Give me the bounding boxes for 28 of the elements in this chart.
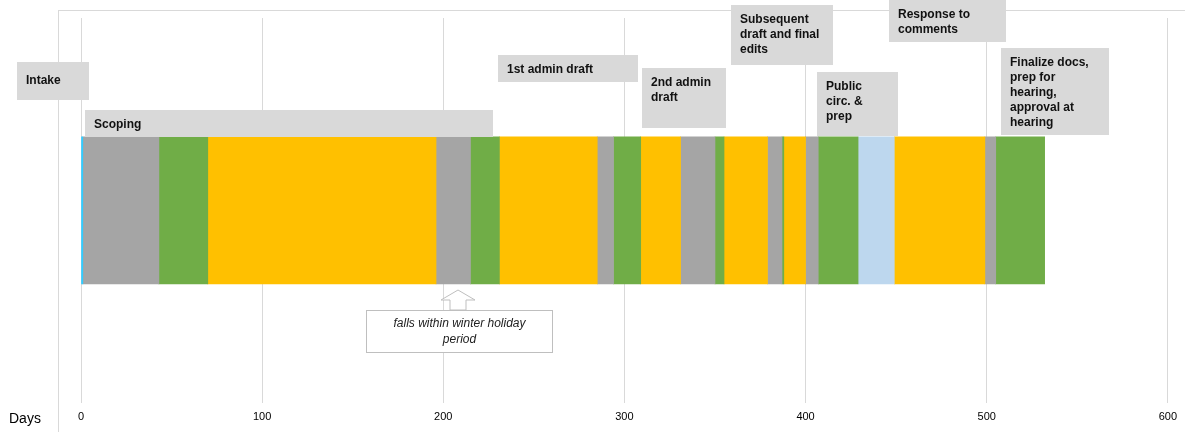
bar	[435, 136, 471, 285]
x-tick-label: 500	[977, 410, 996, 423]
bar	[714, 136, 725, 285]
bar	[723, 136, 768, 285]
x-tick-label: 400	[796, 410, 815, 423]
bar	[984, 136, 997, 285]
bar	[82, 136, 160, 285]
x-tick-label: 200	[434, 410, 453, 423]
bar	[893, 136, 986, 285]
bar	[817, 136, 859, 285]
bar	[596, 136, 614, 285]
bar	[158, 136, 209, 285]
bar	[470, 136, 500, 285]
x-tick-label: 0	[77, 410, 85, 423]
x-tick-label: 600	[1158, 410, 1177, 423]
x-tick-label: 100	[252, 410, 272, 423]
bar	[783, 136, 806, 285]
x-axis-title: Days	[9, 409, 41, 426]
bar	[995, 136, 1045, 285]
x-tick-label: 300	[615, 410, 634, 423]
bar	[207, 136, 437, 285]
bar	[640, 136, 681, 285]
bar	[680, 136, 716, 285]
bar	[805, 136, 819, 285]
bar	[767, 136, 783, 285]
bar	[613, 136, 642, 285]
bar	[499, 136, 598, 285]
bar	[857, 136, 895, 285]
